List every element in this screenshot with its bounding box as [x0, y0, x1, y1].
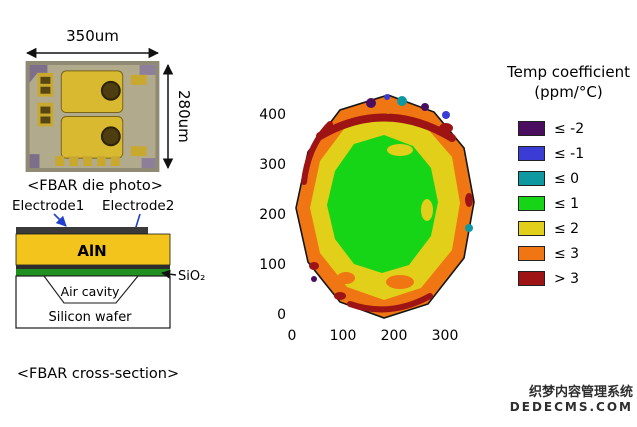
x-axis-tick-labels: 0 100 200 300	[288, 328, 459, 344]
red-spot	[465, 193, 473, 207]
sio2-label: SiO₂	[178, 269, 205, 284]
x-tick: 200	[381, 328, 408, 344]
wafer-map-plot: 400 300 200 100 0 0 100 200 300	[259, 94, 475, 344]
die-width-arrow	[25, 47, 160, 59]
watermark: 织梦内容管理系统 DEDECMS.COM	[495, 385, 633, 415]
orange-patch	[337, 272, 355, 284]
bottom-electrode-layer	[16, 265, 170, 269]
red-top-arc	[316, 113, 456, 142]
top-electrode-layer	[16, 227, 148, 234]
purple-spot	[311, 276, 317, 282]
y-tick: 300	[259, 157, 286, 173]
legend-title-line1: Temp coefficient	[507, 63, 630, 81]
blue-spot	[442, 111, 450, 119]
legend-swatch	[518, 271, 545, 286]
legend-row: ≤ 0	[500, 166, 637, 191]
x-tick: 100	[330, 328, 357, 344]
legend-label: ≤ -1	[554, 145, 585, 162]
electrode1-arrow	[53, 213, 67, 227]
legend-swatch	[518, 146, 545, 161]
fbar-die-photo-image	[25, 61, 160, 172]
sio2-layer	[16, 269, 170, 276]
y-tick: 0	[277, 307, 286, 323]
x-tick: 300	[432, 328, 459, 344]
watermark-line2: DEDECMS.COM	[509, 400, 633, 414]
legend-swatch	[518, 171, 545, 186]
legend-row: > 3	[500, 266, 637, 291]
legend-row: ≤ -1	[500, 141, 637, 166]
legend-label: > 3	[554, 270, 580, 287]
electrode1-label: Electrode1	[12, 198, 84, 214]
die-width-label: 350um	[66, 27, 119, 45]
aln-label: AlN	[77, 242, 106, 260]
blue-spot	[384, 94, 390, 100]
y-tick: 200	[259, 207, 286, 223]
electrode2-label: Electrode2	[102, 198, 174, 214]
y-axis-tick-labels: 400 300 200 100 0	[259, 107, 286, 323]
red-spot	[334, 292, 346, 300]
legend-rows: ≤ -2 ≤ -1 ≤ 0 ≤ 1 ≤ 2 ≤ 3	[500, 116, 637, 291]
purple-spot	[366, 98, 376, 108]
teal-spot	[397, 96, 407, 106]
legend-swatch	[518, 121, 545, 136]
die-photo-caption: <FBAR die photo>	[27, 178, 163, 194]
legend-row: ≤ -2	[500, 116, 637, 141]
fbar-cross-section-diagram: Electrode1 Electrode2 AlN Air cavity Sil…	[12, 198, 205, 329]
legend-label: ≤ 2	[554, 220, 580, 237]
legend-row: ≤ 2	[500, 216, 637, 241]
teal-spot	[465, 224, 473, 232]
wafer-green-zone	[327, 135, 438, 273]
aln-layer	[15, 233, 171, 266]
legend-swatch	[518, 221, 545, 236]
purple-spot	[421, 103, 429, 111]
y-tick: 100	[259, 257, 286, 273]
legend-title-line2: (ppm/°C)	[534, 83, 603, 101]
yellow-patch	[421, 199, 433, 221]
air-cavity-label: Air cavity	[61, 284, 120, 299]
red-bottom-arc	[347, 293, 433, 313]
cross-section-caption: <FBAR cross-section>	[16, 366, 180, 382]
die-height-label: 280um	[175, 90, 193, 143]
red-spot	[309, 262, 319, 270]
watermark-line1: 织梦内容管理系统	[528, 385, 633, 400]
red-upper-left-arc	[301, 121, 333, 185]
red-spot	[439, 123, 453, 133]
legend-swatch	[518, 196, 545, 211]
sio2-arrow	[161, 269, 177, 279]
die-height-arrow	[162, 63, 174, 170]
wafer-blob	[295, 94, 475, 319]
air-cavity-shape	[42, 275, 140, 304]
yellow-patch	[387, 144, 413, 156]
legend-row: ≤ 1	[500, 191, 637, 216]
legend-row: ≤ 3	[500, 241, 637, 266]
legend-label: ≤ 0	[554, 170, 580, 187]
y-tick: 400	[259, 107, 286, 123]
wafer-map-legend: Temp coefficient (ppm/°C) ≤ -2 ≤ -1 ≤ 0 …	[500, 62, 637, 291]
legend-swatch	[518, 246, 545, 261]
legend-label: ≤ 3	[554, 245, 580, 262]
x-tick: 0	[288, 328, 297, 344]
orange-patch	[386, 275, 414, 289]
legend-label: ≤ 1	[554, 195, 580, 212]
legend-label: ≤ -2	[554, 120, 585, 137]
silicon-wafer-label: Silicon wafer	[48, 310, 132, 325]
